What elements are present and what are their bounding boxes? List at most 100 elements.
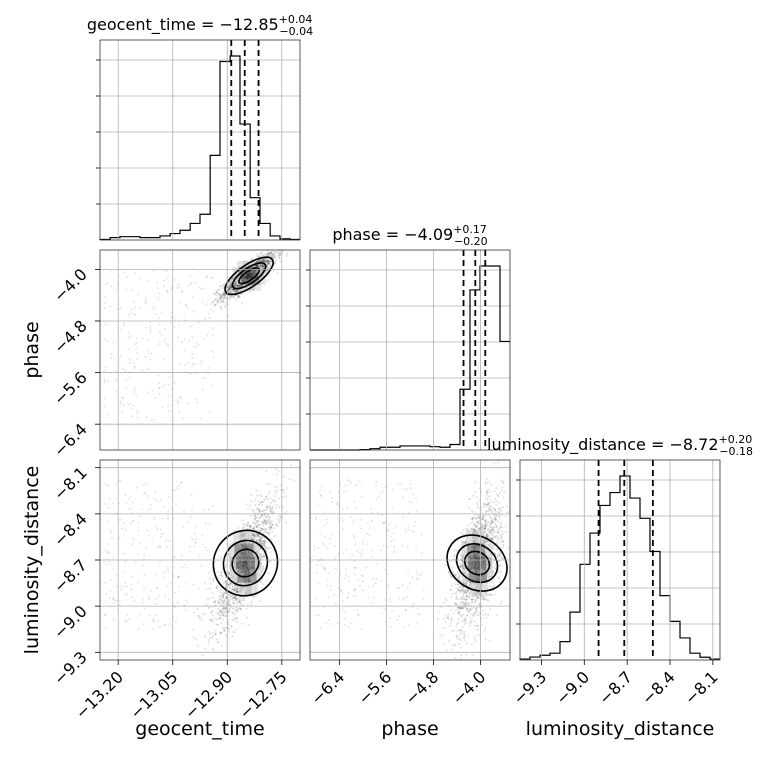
scatter-geocent_time-luminosity_distance-point [213, 601, 216, 604]
scatter-geocent_time-phase-point [257, 264, 260, 267]
scatter-geocent_time-luminosity_distance-point [269, 483, 272, 486]
scatter-phase-luminosity_distance-point [465, 591, 468, 594]
scatter-geocent_time-phase-point [260, 264, 263, 267]
scatter-geocent_time-phase-point [256, 260, 259, 263]
scatter-geocent_time-phase-outlier [103, 302, 106, 305]
scatter-phase-luminosity_distance-point [451, 630, 454, 633]
hist-geocent_time [96, 40, 300, 241]
scatter-geocent_time-phase-point [229, 282, 232, 285]
scatter-phase-luminosity_distance-point [464, 592, 467, 595]
scatter-geocent_time-luminosity_distance-point [218, 617, 221, 620]
scatter-geocent_time-phase-outlier [187, 361, 190, 364]
scatter-geocent_time-luminosity_distance-point [252, 596, 255, 599]
scatter-phase-luminosity_distance-point [459, 657, 462, 660]
scatter-phase-luminosity_distance-point [465, 598, 468, 601]
scatter-geocent_time-luminosity_distance-point [243, 598, 246, 601]
scatter-geocent_time-luminosity_distance-point [236, 591, 239, 594]
scatter-geocent_time-phase-outlier [128, 335, 131, 338]
scatter-geocent_time-phase-point [279, 260, 282, 263]
scatter-geocent_time-luminosity_distance-point [262, 544, 265, 547]
scatter-geocent_time-phase-point [258, 254, 261, 257]
scatter-geocent_time-phase-outlier [113, 287, 116, 290]
scatter-phase-luminosity_distance-point [461, 626, 464, 629]
scatter-phase-luminosity_distance-point [465, 588, 468, 591]
scatter-geocent_time-luminosity_distance-outlier [136, 486, 139, 489]
scatter-geocent_time-luminosity_distance-point [233, 587, 236, 590]
scatter-phase-luminosity_distance-point [469, 608, 472, 611]
scatter-geocent_time-phase-point [265, 260, 268, 263]
scatter-geocent_time-luminosity_distance-point [255, 540, 258, 543]
scatter-geocent_time-phase-point [262, 265, 265, 268]
scatter-geocent_time-phase-point [266, 266, 269, 269]
scatter-geocent_time-luminosity_distance-point [260, 501, 263, 504]
scatter-geocent_time-phase-point [251, 258, 254, 261]
scatter-geocent_time-luminosity_distance-point [219, 610, 222, 613]
scatter-phase-luminosity_distance-point [488, 639, 491, 642]
scatter-phase-luminosity_distance-point [481, 526, 484, 529]
scatter-geocent_time-phase-outlier [167, 344, 170, 347]
scatter-phase-luminosity_distance-point [444, 563, 447, 566]
scatter-phase-luminosity_distance-point [455, 598, 458, 601]
scatter-phase-luminosity_distance-point [472, 615, 475, 618]
scatter-phase-luminosity_distance-point [497, 531, 500, 534]
scatter-geocent_time-phase-point [233, 281, 236, 284]
scatter-geocent_time-luminosity_distance-point [272, 505, 275, 508]
hist-phase-title: phase = −4.09+0.17 −0.20 [332, 223, 487, 248]
scatter-geocent_time-luminosity_distance-point [259, 530, 262, 533]
scatter-geocent_time-phase-point [260, 251, 263, 254]
scatter-geocent_time-phase-point [214, 304, 217, 307]
scatter-geocent_time-luminosity_distance-point [259, 539, 262, 542]
scatter-geocent_time-phase-point [232, 289, 235, 292]
scatter-geocent_time-luminosity_distance-point [219, 556, 222, 559]
scatter-geocent_time-luminosity_distance-point [221, 618, 224, 621]
scatter-phase-luminosity_distance-point [489, 508, 492, 511]
scatter-phase-luminosity_distance-point [437, 610, 440, 613]
scatter-geocent_time-phase-outlier [104, 366, 107, 369]
scatter-phase-luminosity_distance-point [476, 624, 479, 627]
scatter-geocent_time-phase-outlier [134, 365, 137, 368]
scatter-phase-luminosity_distance-point [477, 633, 480, 636]
scatter-geocent_time-luminosity_distance-point [266, 506, 269, 509]
scatter-geocent_time-luminosity_distance-point [256, 525, 259, 528]
scatter-phase-luminosity_distance-point [483, 527, 486, 530]
scatter-geocent_time-phase-point [221, 293, 224, 296]
scatter-geocent_time-phase-outlier [118, 308, 121, 311]
scatter-geocent_time-luminosity_distance-outlier [143, 554, 146, 557]
scatter-geocent_time-luminosity_distance-outlier [140, 508, 143, 511]
scatter-geocent_time-luminosity_distance-points [103, 460, 295, 668]
scatter-geocent_time-phase-outlier [132, 391, 135, 394]
scatter-geocent_time-phase-point [232, 277, 235, 280]
scatter-phase-luminosity_distance-point [474, 491, 477, 494]
scatter-geocent_time-phase-point [261, 264, 264, 267]
scatter-geocent_time-luminosity_distance-point [215, 586, 218, 589]
scatter-geocent_time-phase-point [261, 259, 264, 262]
scatter-geocent_time-luminosity_distance-outlier [106, 562, 109, 565]
scatter-geocent_time-luminosity_distance-point [228, 598, 231, 601]
scatter-phase-luminosity_distance-point [492, 535, 495, 538]
scatter-geocent_time-phase-outlier [122, 396, 125, 399]
scatter-phase-luminosity_distance-point [496, 520, 499, 523]
scatter-geocent_time-phase-point [255, 260, 258, 263]
scatter-phase-luminosity_distance-point [494, 522, 497, 525]
scatter-geocent_time-luminosity_distance-point [233, 588, 236, 591]
scatter-phase-luminosity_distance-point [462, 607, 465, 610]
scatter-geocent_time-luminosity_distance-point [202, 666, 204, 668]
scatter-geocent_time-luminosity_distance-point [263, 544, 266, 547]
scatter-geocent_time-luminosity_distance-point [258, 539, 261, 542]
scatter-geocent_time-phase-point [234, 285, 237, 288]
scatter-geocent_time-luminosity_distance-outlier [159, 560, 162, 563]
scatter-phase-luminosity_distance-point [465, 595, 468, 598]
scatter-geocent_time-phase-point [275, 247, 277, 249]
scatter-geocent_time-luminosity_distance-point [227, 583, 230, 586]
scatter-geocent_time-phase-point [267, 248, 269, 250]
scatter-geocent_time-luminosity_distance-point [238, 601, 241, 604]
scatter-phase-luminosity_distance-point [460, 606, 463, 609]
scatter-geocent_time-luminosity_distance-outlier [112, 502, 115, 505]
scatter-phase-luminosity_distance-point [493, 490, 496, 493]
scatter-geocent_time-luminosity_distance-outlier [131, 501, 134, 504]
scatter-geocent_time-luminosity_distance-point [233, 596, 236, 599]
scatter-geocent_time-luminosity_distance-density-cell [245, 530, 252, 544]
scatter-geocent_time-luminosity_distance-point [254, 523, 257, 526]
scatter-phase-luminosity_distance-point [456, 629, 459, 632]
scatter-geocent_time-luminosity_distance-outlier [148, 614, 151, 617]
